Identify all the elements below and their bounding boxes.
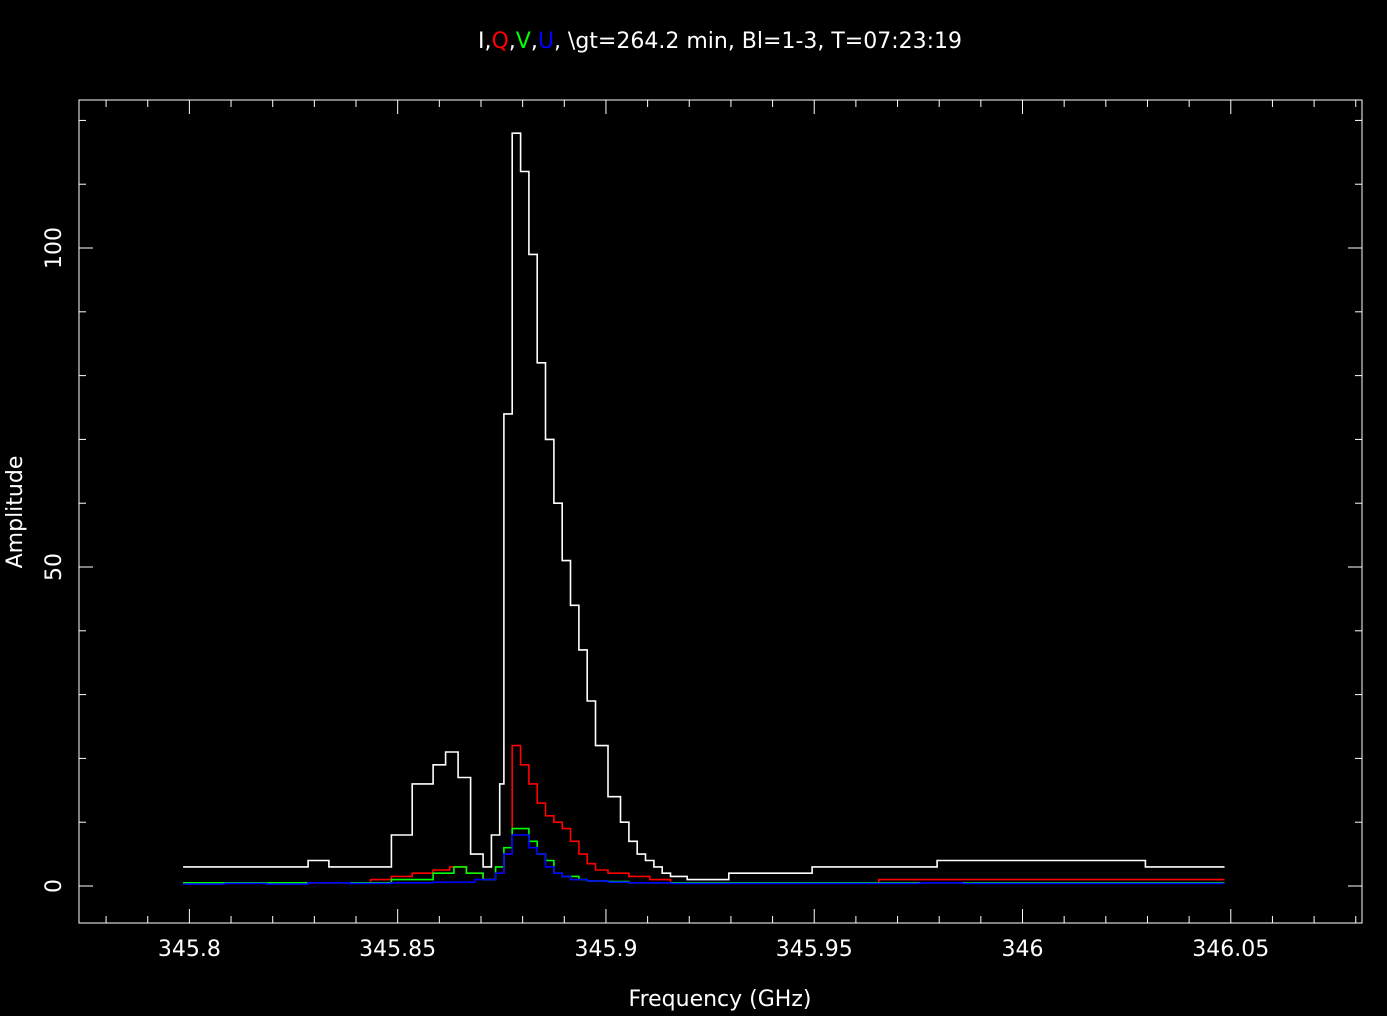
y-tick-label: 0	[42, 879, 67, 893]
tick-labels: 345.8 345.85 345.9 345.95 346 346.05 0 50 100	[42, 227, 1269, 962]
plot-frame	[78, 99, 1363, 924]
x-tick-label: 345.95	[776, 937, 853, 962]
title-part-2: Q	[491, 29, 508, 54]
series-layer	[183, 132, 1225, 885]
title-part-7: , \gt=264.2 min, Bl=1-3, T=07:23:19	[554, 29, 962, 54]
x-tick-label: 346.05	[1192, 937, 1269, 962]
x-tick-label: 345.9	[574, 937, 637, 962]
series-line-0	[183, 132, 1225, 881]
series-line-3	[183, 834, 1225, 885]
axis-ticks	[79, 100, 1362, 923]
y-tick-label: 50	[42, 553, 67, 581]
x-axis-label: Frequency (GHz)	[629, 987, 812, 1012]
title-part-5: ,	[531, 29, 538, 54]
title-part-3: ,	[509, 29, 516, 54]
x-tick-label: 345.85	[359, 937, 436, 962]
title-part-0: I	[478, 29, 485, 54]
title-part-4: V	[516, 29, 531, 54]
title-part-6: U	[538, 29, 554, 54]
x-tick-label: 345.8	[158, 937, 221, 962]
x-tick-label: 346	[1002, 937, 1044, 962]
y-tick-label: 100	[42, 227, 67, 269]
chart-title: I,Q,V,U, \gt=264.2 min, Bl=1-3, T=07:23:…	[478, 29, 962, 54]
y-axis-label: Amplitude	[3, 456, 28, 569]
title-part-1: ,	[484, 29, 491, 54]
